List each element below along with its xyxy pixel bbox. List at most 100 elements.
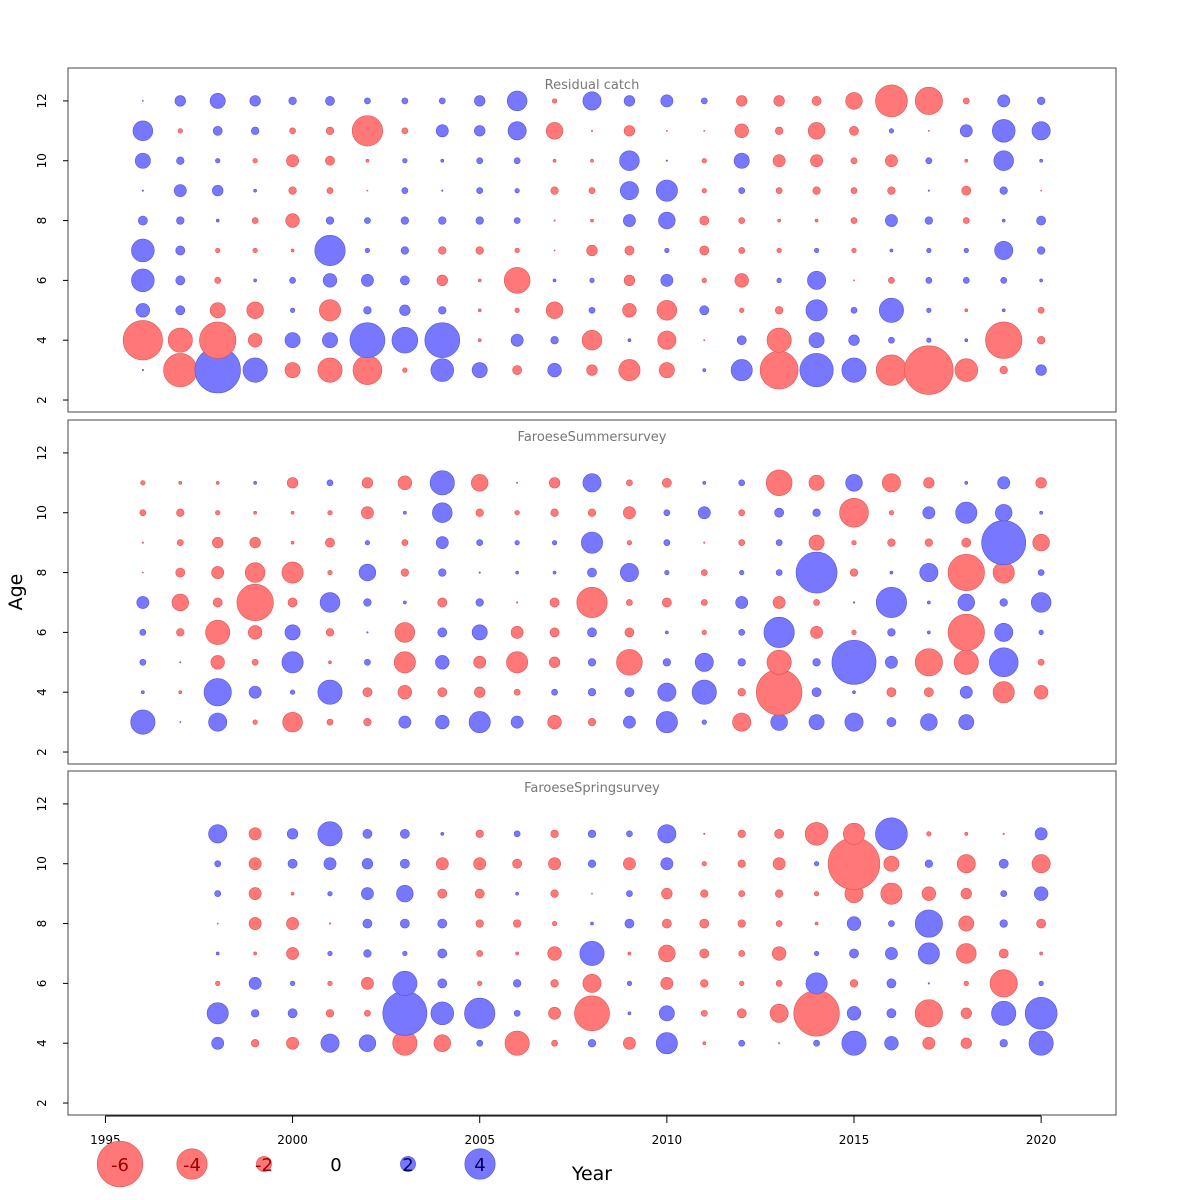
- bubble-2011-age-10: [701, 158, 707, 164]
- bubble-2020-age-8: [1036, 918, 1047, 929]
- bubble-1997-age-8: [175, 567, 186, 578]
- bubble-1998-age-5: [206, 1002, 229, 1025]
- bubble-2004-age-3: [435, 714, 450, 730]
- bubble-2019-age-5: [988, 647, 1019, 678]
- y-tick-label: 6: [35, 980, 49, 988]
- bubble-2012-age-5: [736, 1008, 747, 1019]
- bubble-2020-age-3: [1035, 364, 1047, 376]
- bubble-1999-age-9: [253, 188, 257, 193]
- legend-label: 2: [402, 1155, 413, 1176]
- bubble-2019-age-11: [1002, 832, 1005, 835]
- bubble-2003-age-11: [397, 475, 412, 490]
- bubble-2005-age-8: [478, 571, 481, 574]
- bubble-2010-age-7: [664, 247, 670, 254]
- bubble-2020-age-7: [1037, 246, 1046, 255]
- bubble-2007-age-12: [551, 98, 558, 104]
- bubble-2000-age-10: [290, 510, 295, 515]
- bubble-2001-age-4: [322, 332, 338, 349]
- bubble-2015-age-6: [851, 629, 857, 635]
- bubble-2018-age-11: [964, 480, 969, 485]
- bubble-2011-age-11: [702, 480, 707, 485]
- bubble-1999-age-6: [248, 625, 263, 640]
- bubble-2012-age-10: [733, 152, 750, 169]
- bubble-2018-age-8: [962, 217, 970, 224]
- bubble-2018-age-11: [964, 831, 969, 836]
- bubble-2000-age-7: [290, 248, 295, 253]
- bubble-2003-age-6: [394, 622, 416, 643]
- bubble-2002-age-8: [362, 918, 373, 929]
- bubble-2014-age-8: [814, 921, 819, 926]
- bubble-2018-age-7: [956, 943, 977, 964]
- bubbles: [206, 817, 1058, 1056]
- bubble-2014-age-11: [804, 822, 829, 846]
- bubble-2012-age-4: [738, 1039, 746, 1047]
- bubble-2017-age-10: [924, 859, 933, 868]
- bubble-2013-age-7: [772, 596, 786, 609]
- bubble-2001-age-7: [327, 950, 333, 957]
- bubble-2007-age-4: [551, 688, 558, 696]
- bubble-2010-age-10: [663, 509, 671, 517]
- bubble-2000-age-4: [284, 332, 301, 349]
- legend-label: -6: [111, 1155, 129, 1176]
- bubble-2012-age-11: [734, 123, 749, 138]
- bubble-1998-age-6: [215, 980, 221, 986]
- bubble-2016-age-11: [888, 128, 895, 134]
- bubble-2013-age-9: [775, 889, 784, 898]
- bubble-2006-age-11: [513, 830, 521, 838]
- bubble-2003-age-5: [399, 304, 411, 316]
- bubble-2003-age-4: [391, 326, 419, 354]
- bubble-2011-age-8: [699, 918, 710, 929]
- bubble-2006-age-6: [503, 267, 531, 294]
- bubble-2017-age-6: [927, 630, 931, 635]
- bubble-2000-age-9: [290, 540, 295, 545]
- bubble-2008-age-12: [582, 91, 602, 111]
- bubble-2015-age-12: [845, 92, 863, 110]
- y-tick-label: 12: [35, 93, 49, 108]
- y-tick-label: 12: [35, 796, 49, 811]
- bubble-2019-age-11: [997, 476, 1011, 490]
- bubble-2001-age-12: [325, 96, 335, 106]
- bubble-2018-age-10: [956, 854, 976, 874]
- bubble-1997-age-12: [174, 95, 186, 107]
- bubble-2020-age-9: [1032, 533, 1050, 552]
- bubble-2017-age-3: [920, 713, 938, 731]
- bubble-1999-age-8: [244, 562, 266, 583]
- bubble-2011-age-9: [703, 541, 706, 544]
- bubble-2014-age-6: [810, 626, 823, 639]
- bubble-2016-age-11: [875, 817, 908, 851]
- bubble-2006-age-6: [513, 979, 522, 988]
- bubble-2010-age-5: [662, 658, 671, 667]
- bubble-1997-age-10: [176, 508, 185, 517]
- bubble-2007-age-9: [550, 889, 559, 898]
- bubble-2007-age-10: [550, 508, 559, 517]
- bubble-2020-age-10: [1039, 158, 1043, 163]
- bubble-2014-age-4: [811, 687, 822, 698]
- bubble-2013-age-12: [773, 95, 785, 107]
- bubble-2005-age-9: [476, 187, 484, 194]
- bubble-2011-age-7: [699, 948, 710, 959]
- bubble-2005-age-9: [474, 888, 485, 899]
- bubble-1998-age-7: [215, 951, 220, 956]
- bubble-2003-age-5: [393, 651, 416, 674]
- bubble-2003-age-11: [401, 127, 409, 135]
- bubble-2011-age-5: [700, 1009, 708, 1017]
- bubble-2020-age-10: [1031, 854, 1051, 874]
- bubble-2017-age-10: [922, 506, 936, 520]
- bubble-2005-age-5: [464, 997, 496, 1029]
- bubble-2009-age-3: [618, 359, 641, 382]
- bubble-2005-age-3: [471, 362, 488, 379]
- x-axis-title: Year: [571, 1163, 612, 1185]
- bubble-2014-age-10: [812, 508, 821, 517]
- bubble-2016-age-3: [875, 354, 907, 386]
- bubble-2005-age-12: [474, 95, 486, 107]
- bubble-2001-age-7: [314, 234, 346, 266]
- legend-item: 4: [464, 1148, 496, 1180]
- bubble-2004-age-4: [424, 322, 461, 358]
- bubble-2002-age-9: [364, 540, 371, 546]
- bubble-2001-age-11: [325, 126, 335, 135]
- bubble-2013-age-4: [778, 1042, 781, 1045]
- bubble-2009-age-4: [627, 338, 632, 343]
- bubble-2001-age-11: [326, 479, 334, 487]
- bubble-2007-age-9: [550, 186, 559, 195]
- bubble-1999-age-5: [251, 658, 259, 666]
